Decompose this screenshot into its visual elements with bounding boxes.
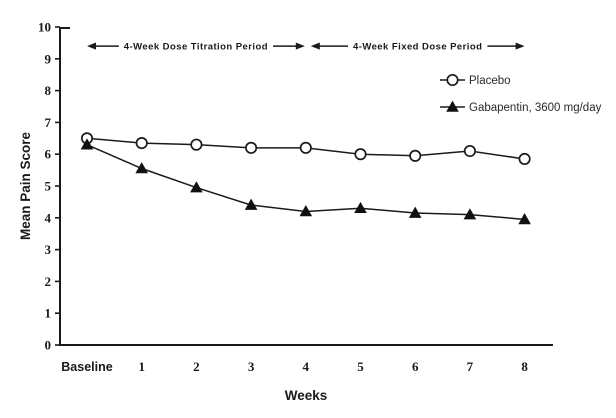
y-tick-label: 7 bbox=[45, 115, 52, 130]
legend-circle-icon bbox=[446, 73, 459, 87]
y-tick-label: 3 bbox=[45, 242, 52, 257]
legend-label: Gabapentin, 3600 mg/day bbox=[469, 102, 602, 114]
y-tick-label: 6 bbox=[45, 147, 52, 162]
arrow-right-icon bbox=[515, 42, 525, 50]
y-tick-label: 2 bbox=[45, 274, 52, 289]
arrow-left-icon bbox=[87, 42, 96, 50]
y-axis-title: Mean Pain Score bbox=[18, 131, 33, 240]
y-tick-label: 4 bbox=[45, 210, 52, 225]
x-tick-label: 7 bbox=[467, 359, 474, 374]
marker-triangle-icon bbox=[463, 208, 477, 220]
marker-triangle-icon bbox=[299, 205, 313, 217]
marker-circle-icon bbox=[190, 138, 203, 151]
x-tick-label: 5 bbox=[357, 359, 364, 374]
annotation-label: 4-Week Dose Titration Period bbox=[124, 42, 268, 53]
x-tick-label: 3 bbox=[248, 359, 255, 374]
annotation-label-mask bbox=[118, 40, 274, 54]
y-tick-label: 0 bbox=[45, 338, 52, 353]
marker-circle-icon bbox=[135, 137, 148, 150]
x-tick-label: 1 bbox=[138, 359, 145, 374]
marker-circle-icon bbox=[463, 144, 476, 158]
y-tick-label: 9 bbox=[45, 51, 52, 66]
x-axis-title: Weeks bbox=[285, 388, 328, 403]
arrow-right-icon bbox=[295, 42, 305, 50]
x-tick-label: Baseline bbox=[61, 360, 112, 374]
y-tick-label: 5 bbox=[45, 179, 52, 194]
arrow-left-icon bbox=[310, 42, 320, 50]
marker-triangle-icon bbox=[518, 212, 531, 225]
y-tick-label: 8 bbox=[45, 83, 52, 98]
marker-triangle-icon bbox=[354, 201, 367, 214]
marker-triangle-icon bbox=[244, 198, 258, 210]
marker-triangle-icon bbox=[80, 138, 94, 150]
marker-circle-icon bbox=[409, 149, 422, 162]
legend-triangle-icon bbox=[446, 100, 459, 112]
annotation-label-mask bbox=[347, 40, 488, 54]
marker-circle-icon bbox=[299, 141, 312, 154]
marker-triangle-icon bbox=[190, 181, 203, 193]
marker-circle-icon bbox=[354, 148, 367, 161]
x-tick-label: 6 bbox=[412, 359, 419, 374]
x-tick-label: 4 bbox=[303, 359, 310, 374]
x-tick-label: 2 bbox=[193, 359, 200, 374]
annotation-label: 4-Week Fixed Dose Period bbox=[353, 42, 482, 53]
y-tick-label: 10 bbox=[38, 20, 51, 35]
legend-label: Placebo bbox=[469, 75, 511, 87]
marker-circle-icon bbox=[518, 152, 531, 166]
marker-triangle-icon bbox=[408, 206, 422, 218]
y-tick-label: 1 bbox=[45, 306, 52, 321]
x-tick-label: 8 bbox=[521, 359, 528, 374]
marker-triangle-icon bbox=[135, 162, 148, 174]
marker-circle-icon bbox=[245, 141, 258, 154]
